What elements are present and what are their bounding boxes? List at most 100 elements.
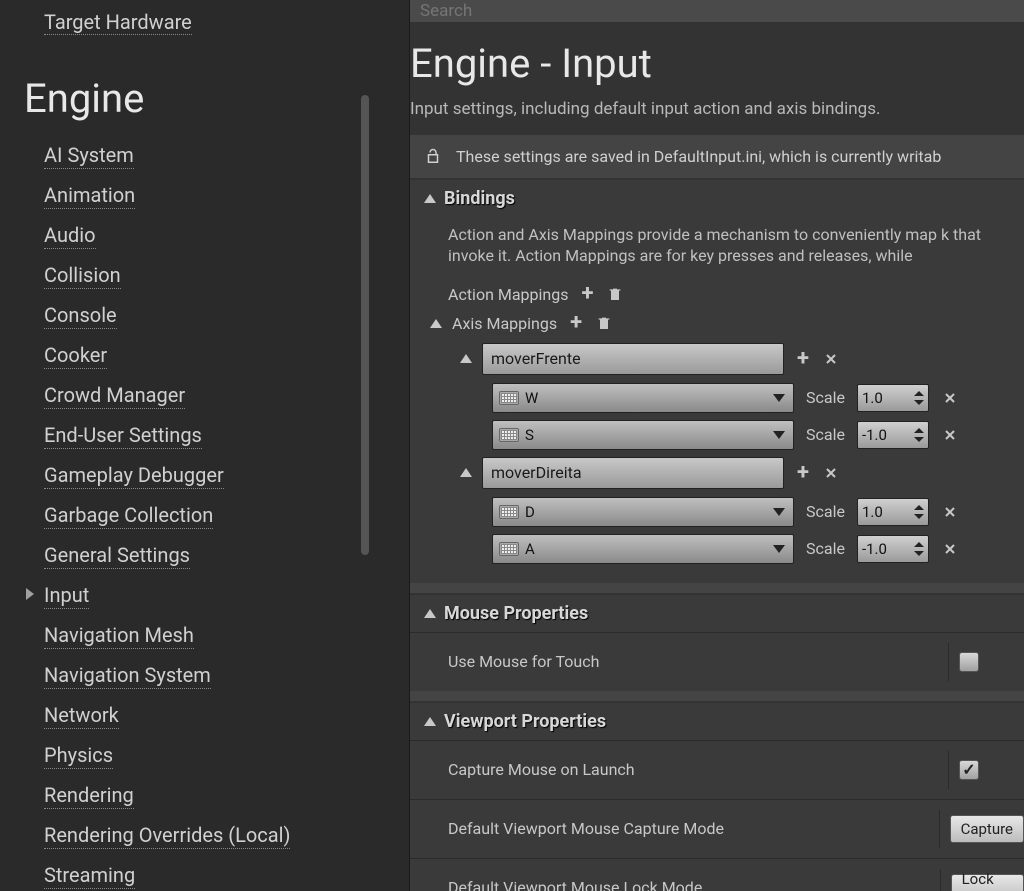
section-header-label: Bindings	[444, 188, 515, 209]
remove-key-button[interactable]	[941, 426, 959, 444]
dropdown[interactable]: Capture	[950, 815, 1024, 843]
add-key-button[interactable]: +	[794, 350, 812, 368]
section-viewport-properties: Viewport Properties Capture Mouse on Lau…	[410, 703, 1024, 891]
expand-icon	[424, 609, 436, 618]
page-description: Input settings, including default input …	[410, 99, 1024, 119]
scale-value: -1.0	[862, 540, 910, 558]
sidebar-item-rendering[interactable]: Rendering	[44, 782, 134, 809]
unlock-icon	[424, 148, 442, 166]
sidebar-item-physics[interactable]: Physics	[44, 742, 113, 769]
chevron-down-icon	[773, 431, 785, 439]
keyboard-icon	[499, 542, 519, 556]
sidebar-item-garbage-collection[interactable]: Garbage Collection	[44, 502, 213, 529]
scale-value: 1.0	[862, 503, 910, 521]
property-label: Default Viewport Mouse Capture Mode	[448, 819, 939, 838]
info-bar: These settings are saved in DefaultInput…	[410, 135, 1024, 178]
section-header-mouse[interactable]: Mouse Properties	[410, 595, 1024, 632]
checkbox[interactable]	[959, 760, 979, 780]
remove-axis-button[interactable]	[822, 464, 840, 482]
sidebar-item-input[interactable]: Input	[44, 582, 89, 609]
delete-action-mapping-button[interactable]	[606, 285, 624, 303]
expand-icon	[460, 354, 472, 363]
scale-input[interactable]: -1.0	[857, 421, 929, 449]
scale-value: -1.0	[862, 426, 910, 444]
sidebar-scrollbar[interactable]	[361, 95, 369, 555]
scale-input[interactable]: -1.0	[857, 535, 929, 563]
sidebar-item-ai-system[interactable]: AI System	[44, 142, 134, 169]
sidebar-item-crowd-manager[interactable]: Crowd Manager	[44, 382, 185, 409]
key-label: D	[525, 503, 773, 521]
sidebar-item-end-user-settings[interactable]: End-User Settings	[44, 422, 202, 449]
section-header-label: Viewport Properties	[444, 711, 606, 732]
remove-key-button[interactable]	[941, 503, 959, 521]
sidebar-item-gameplay-debugger[interactable]: Gameplay Debugger	[44, 462, 224, 489]
expand-icon	[460, 468, 472, 477]
scale-label: Scale	[806, 425, 845, 444]
spinner-icon	[910, 505, 924, 519]
sidebar-item-rendering-overrides-local-[interactable]: Rendering Overrides (Local)	[44, 822, 290, 849]
key-select[interactable]: S	[492, 420, 794, 450]
key-select[interactable]: W	[492, 383, 794, 413]
chevron-down-icon	[773, 508, 785, 516]
sidebar-item-console[interactable]: Console	[44, 302, 117, 329]
sidebar-item-cooker[interactable]: Cooker	[44, 342, 107, 369]
delete-axis-mapping-button[interactable]	[595, 314, 613, 332]
scale-input[interactable]: 1.0	[857, 384, 929, 412]
add-axis-mapping-button[interactable]: +	[567, 314, 585, 332]
key-label: A	[525, 540, 773, 558]
sidebar-item-collision[interactable]: Collision	[44, 262, 121, 289]
expand-icon	[430, 319, 442, 328]
property-label: Capture Mouse on Launch	[448, 760, 948, 779]
sidebar-item-animation[interactable]: Animation	[44, 182, 135, 209]
spinner-icon	[910, 542, 924, 556]
section-header-label: Mouse Properties	[444, 603, 588, 624]
axis-name-input[interactable]	[482, 457, 784, 489]
key-select[interactable]: A	[492, 534, 794, 564]
key-label: S	[525, 426, 773, 444]
bindings-description: Action and Axis Mappings provide a mecha…	[448, 225, 1024, 267]
chevron-down-icon	[773, 545, 785, 553]
main-panel: Engine - Input Input settings, including…	[410, 0, 1024, 891]
sidebar-item-target-hardware[interactable]: Target Hardware	[44, 10, 192, 35]
section-header-bindings[interactable]: Bindings	[410, 180, 1024, 217]
search-input[interactable]	[410, 0, 1024, 22]
remove-key-button[interactable]	[941, 540, 959, 558]
remove-axis-button[interactable]	[822, 350, 840, 368]
scale-label: Scale	[806, 502, 845, 521]
page-title: Engine - Input	[410, 22, 1024, 99]
info-bar-text: These settings are saved in DefaultInput…	[456, 147, 941, 166]
spinner-icon	[910, 428, 924, 442]
key-label: W	[525, 389, 773, 407]
sidebar: Target Hardware Engine AI System Animatio…	[0, 0, 410, 891]
dropdown[interactable]: Lock on	[951, 874, 1024, 891]
expand-icon	[424, 194, 436, 203]
sidebar-item-general-settings[interactable]: General Settings	[44, 542, 190, 569]
sidebar-section-title: Engine	[24, 75, 364, 122]
sidebar-item-navigation-system[interactable]: Navigation System	[44, 662, 211, 689]
checkbox[interactable]	[959, 652, 979, 672]
spinner-icon	[910, 391, 924, 405]
scale-value: 1.0	[862, 389, 910, 407]
keyboard-icon	[499, 391, 519, 405]
sidebar-nav-list: AI System Animation Audio Collision Console C…	[24, 142, 364, 891]
sidebar-item-streaming[interactable]: Streaming	[44, 862, 135, 889]
add-action-mapping-button[interactable]: +	[578, 285, 596, 303]
remove-key-button[interactable]	[941, 389, 959, 407]
section-mouse-properties: Mouse Properties Use Mouse for Touch	[410, 595, 1024, 691]
scale-input[interactable]: 1.0	[857, 498, 929, 526]
expand-icon	[424, 717, 436, 726]
add-key-button[interactable]: +	[794, 464, 812, 482]
section-header-viewport[interactable]: Viewport Properties	[410, 703, 1024, 740]
property-label: Default Viewport Mouse Lock Mode	[448, 878, 940, 891]
keyboard-icon	[499, 505, 519, 519]
action-mappings-label: Action Mappings	[448, 285, 568, 304]
section-bindings: Bindings Action and Axis Mappings provid…	[410, 180, 1024, 583]
scale-label: Scale	[806, 388, 845, 407]
chevron-down-icon	[773, 394, 785, 402]
sidebar-item-navigation-mesh[interactable]: Navigation Mesh	[44, 622, 194, 649]
active-caret-icon	[26, 588, 34, 600]
sidebar-item-network[interactable]: Network	[44, 702, 119, 729]
axis-name-input[interactable]	[482, 343, 784, 375]
sidebar-item-audio[interactable]: Audio	[44, 222, 96, 249]
key-select[interactable]: D	[492, 497, 794, 527]
